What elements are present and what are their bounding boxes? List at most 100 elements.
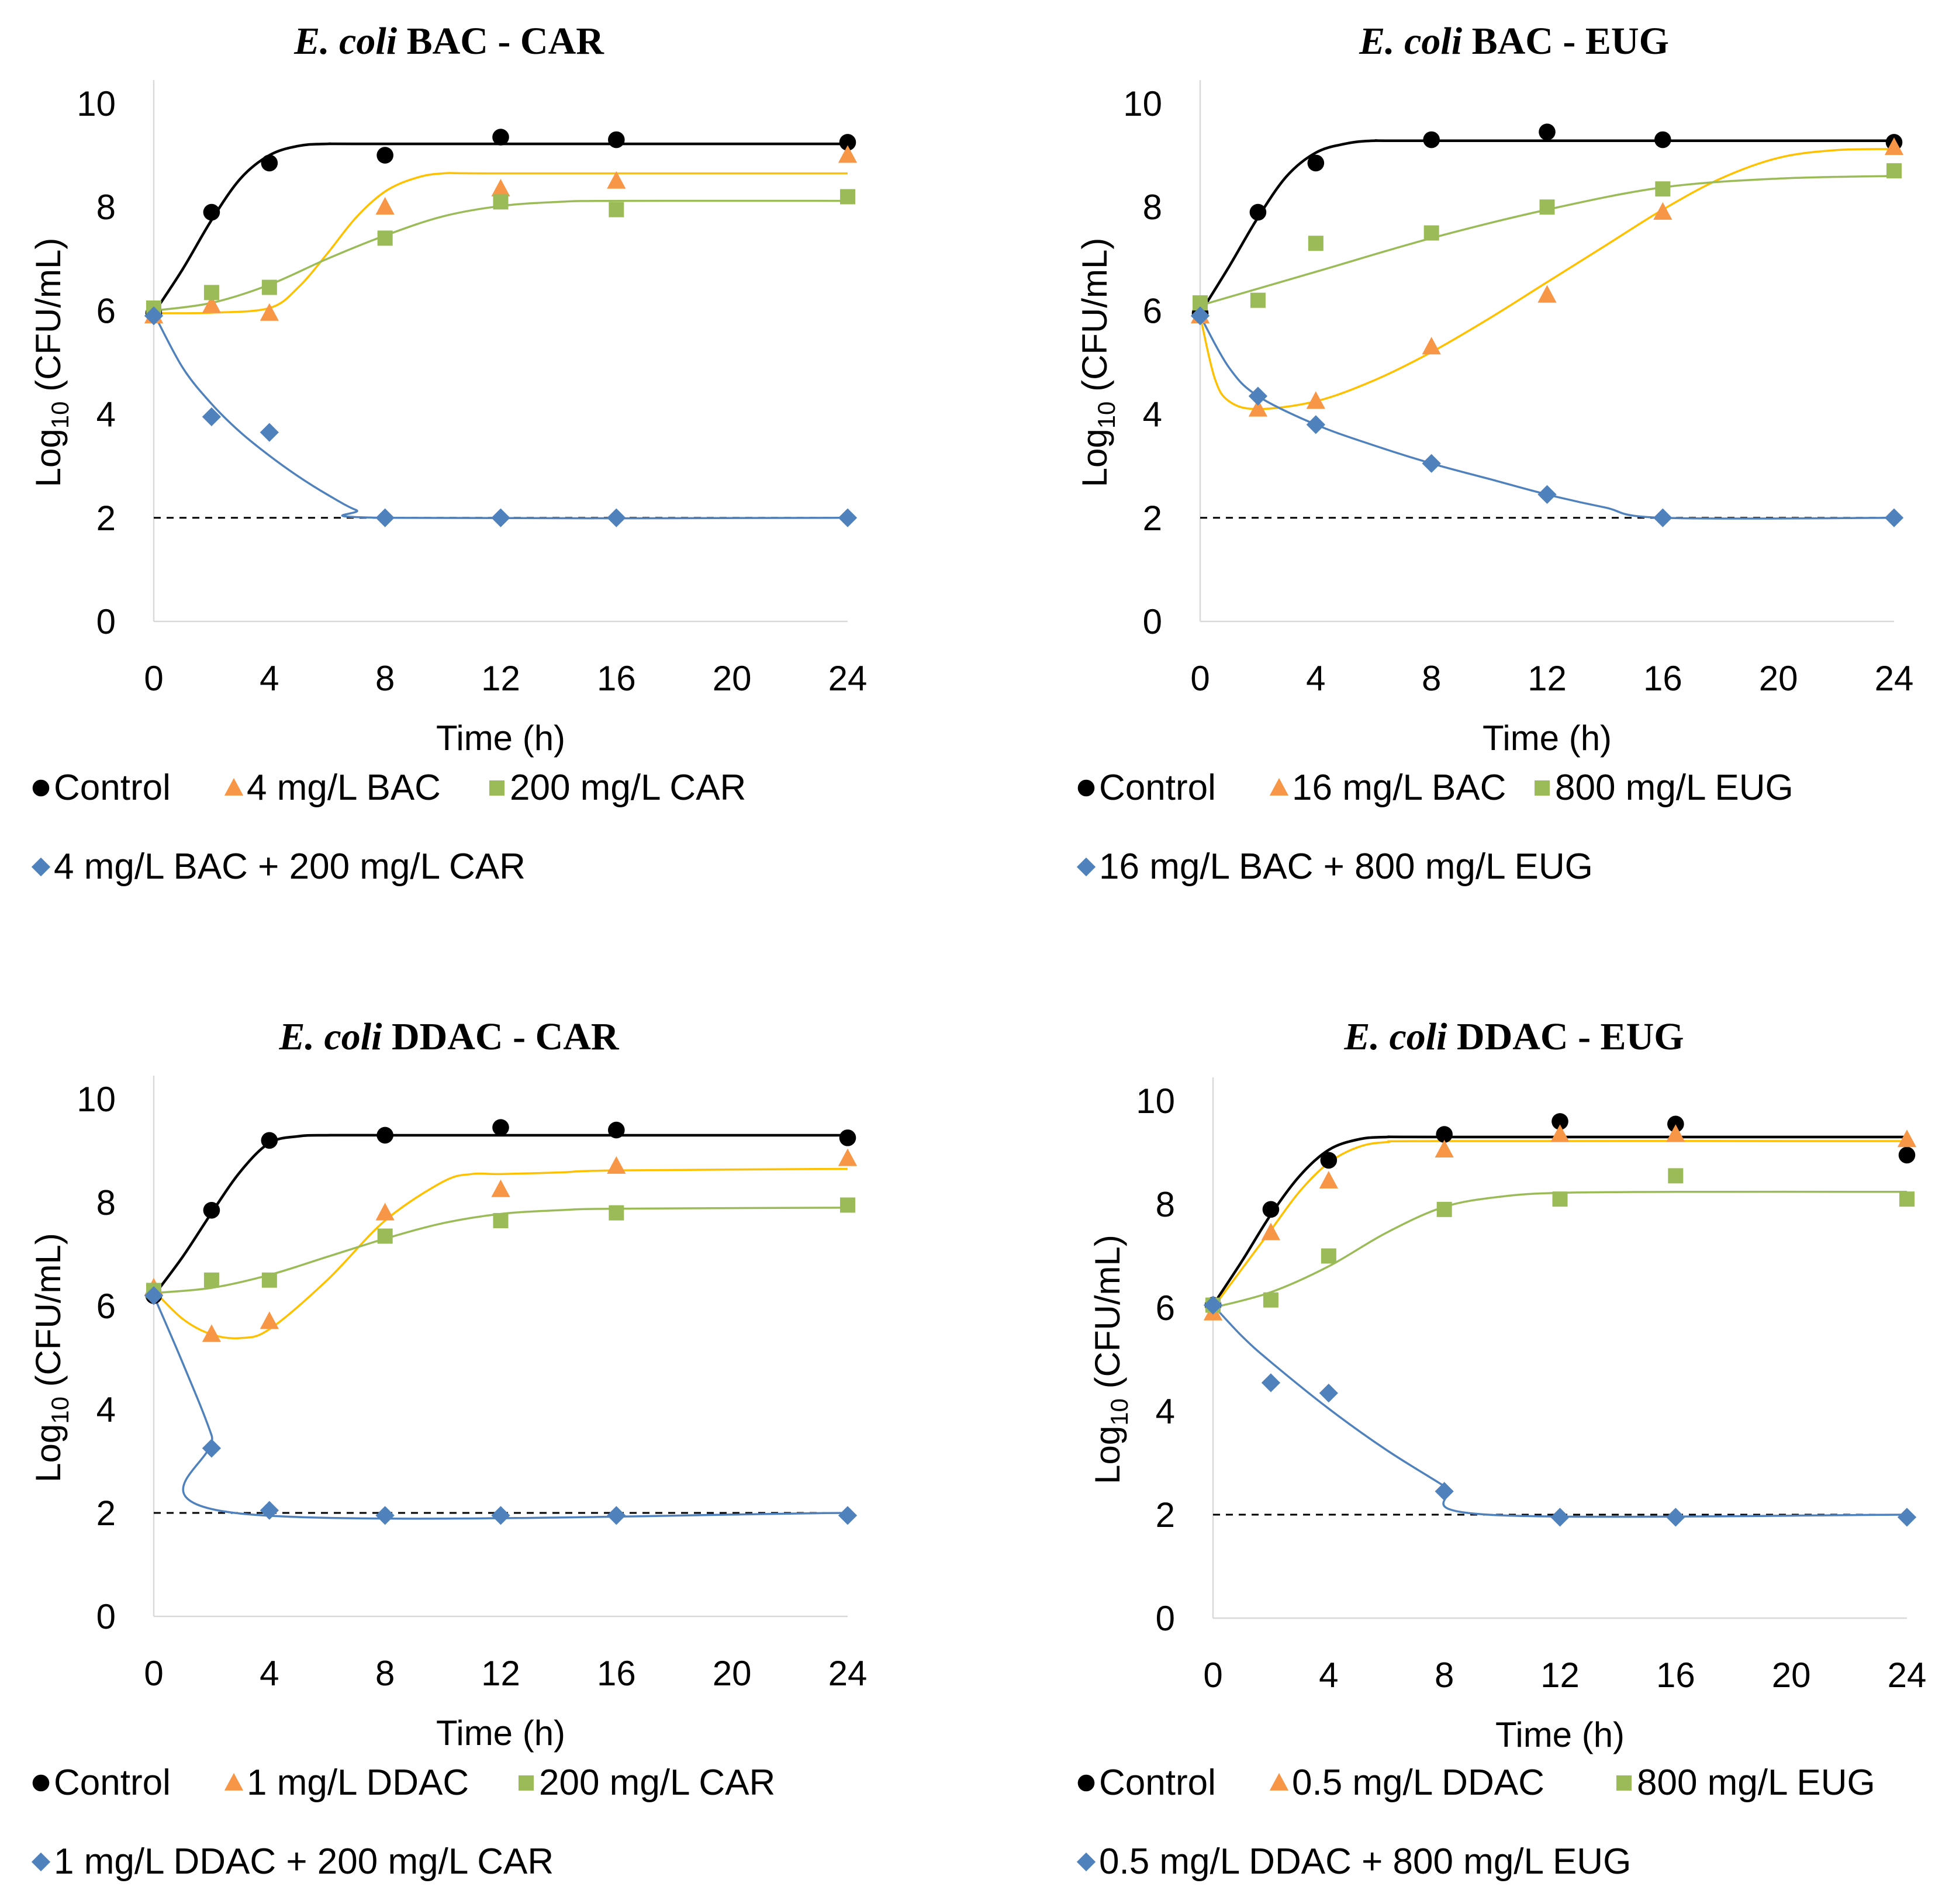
data-point-series-4 [607,508,626,527]
y-tick-label: 2 [1143,499,1162,538]
y-axis-label-subscript: 10 [1093,402,1120,429]
data-point-series-4 [144,306,164,326]
x-axis-label: Time (h) [1483,718,1612,758]
x-tick-label: 0 [144,1654,163,1693]
y-tick-label: 6 [1156,1288,1175,1328]
y-tick-label: 4 [1143,395,1162,434]
data-point-series-2 [1422,337,1441,355]
data-point-series-2 [1537,285,1557,303]
x-tick-label: 20 [1772,1656,1811,1695]
data-point-series-3 [1552,1191,1568,1207]
data-point-series-3 [609,1205,624,1221]
data-point-series-1 [1262,1201,1280,1218]
legend-marker [32,1774,50,1792]
data-point-series-2 [375,1202,395,1221]
data-point-series-1 [492,1119,509,1136]
legend-entry: 4 mg/L BAC [247,768,441,808]
data-point-series-4 [838,1506,858,1525]
data-point-series-3 [493,1212,509,1228]
x-axis-label: Time (h) [1495,1715,1625,1754]
data-point-series-4 [1203,1295,1223,1315]
chart-title-italic: E. coli [278,1015,392,1058]
data-point-series-4 [260,423,279,442]
y-tick-label: 8 [96,1183,116,1222]
data-point-series-2 [1261,1222,1281,1240]
y-tick-label: 4 [96,1390,116,1429]
x-tick-label: 4 [1319,1656,1338,1695]
data-point-series-3 [1899,1191,1915,1207]
legend-entry: Control [54,768,171,808]
x-tick-label: 24 [1888,1656,1927,1695]
chart-title-rest: BAC - EUG [1472,20,1669,63]
data-point-series-2 [491,1179,510,1197]
y-axis-label-subscript: 10 [46,1397,74,1424]
x-tick-label: 4 [260,659,279,698]
y-axis-label-base: Log [29,429,68,487]
y-tick-label: 6 [96,1287,116,1326]
y-tick-label: 4 [96,395,116,434]
legend-marker [224,778,244,796]
y-tick-label: 10 [77,84,116,123]
y-tick-label: 10 [1136,1081,1175,1121]
x-tick-label: 0 [1203,1656,1222,1695]
y-axis-label-rest: (CFU/mL) [29,1233,68,1397]
data-point-series-4 [838,508,858,527]
y-tick-label: 2 [1156,1495,1175,1535]
data-point-series-3 [1655,181,1671,197]
x-tick-label: 8 [1422,659,1441,698]
legend-marker [31,1852,51,1872]
data-point-series-4 [260,1501,279,1520]
y-axis-label-subscript: 10 [1105,1398,1133,1426]
y-tick-label: 8 [96,188,116,227]
y-tick-label: 10 [77,1080,116,1119]
y-tick-label: 4 [1156,1392,1175,1431]
legend-marker [1616,1775,1632,1791]
legend-marker [1535,780,1550,796]
x-tick-label: 8 [1435,1656,1454,1695]
y-axis-label-base: Log [29,1424,68,1483]
data-point-series-2 [1319,1171,1338,1189]
x-tick-label: 12 [1540,1656,1580,1695]
legend-marker [32,779,50,797]
data-point-series-1 [1249,203,1267,221]
data-point-series-4 [202,407,222,427]
chart-title: E. coli BAC - CAR [293,20,604,63]
legend-marker [224,1772,244,1791]
data-point-series-2 [1248,399,1268,417]
data-point-series-2 [1306,391,1325,409]
data-point-series-4 [1248,386,1268,406]
data-point-series-2 [260,303,279,321]
y-axis-label-rest: (CFU/mL) [29,238,68,402]
legend-entry: Control [54,1763,171,1803]
x-tick-label: 24 [828,1654,868,1693]
legend-entry: 4 mg/L BAC + 200 mg/L CAR [54,846,526,887]
legend-entry: 800 mg/L EUG [1637,1763,1875,1803]
data-point-series-3 [1539,199,1555,215]
data-point-series-1 [203,203,220,221]
y-tick-label: 0 [96,602,116,641]
chart-title-rest: DDAC - CAR [392,1015,620,1058]
data-point-series-1 [261,1132,278,1149]
y-tick-label: 0 [96,1597,116,1636]
data-point-series-3 [1321,1248,1336,1264]
legend-marker [519,1775,534,1791]
chart-title: E. coli DDAC - CAR [278,1015,619,1058]
fit-line-series-1 [153,142,848,315]
data-point-series-4 [375,508,395,527]
y-axis-label: Log10 (CFU/mL) [1075,238,1120,488]
x-tick-label: 4 [1306,659,1325,698]
legend-marker [1269,778,1289,796]
data-point-series-3 [609,202,624,217]
data-point-series-4 [1897,1508,1917,1527]
data-point-series-1 [1667,1115,1684,1133]
data-point-series-3 [203,1272,219,1288]
data-point-series-4 [375,1506,395,1525]
data-point-series-4 [1550,1508,1570,1527]
x-tick-label: 20 [1759,659,1798,698]
data-point-series-1 [1307,154,1325,172]
fit-line-series-4 [153,313,848,520]
data-point-series-3 [1250,292,1266,308]
data-point-series-2 [1653,202,1673,220]
data-point-series-4 [607,1506,626,1525]
